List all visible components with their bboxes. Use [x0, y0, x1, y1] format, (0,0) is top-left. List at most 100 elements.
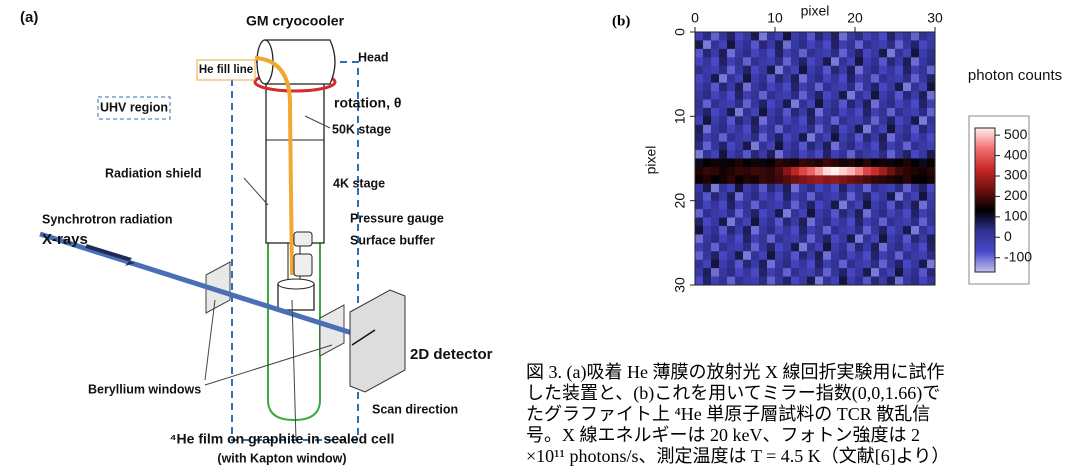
heatmap-cell: [919, 83, 927, 92]
heatmap-cell: [711, 49, 719, 58]
heatmap-cell: [727, 91, 735, 100]
heatmap-cell: [815, 108, 823, 117]
heatmap-cell: [855, 133, 863, 142]
heatmap-cell: [887, 226, 895, 235]
heatmap-cell: [847, 184, 855, 193]
heatmap-cell: [695, 99, 703, 108]
heatmap-cell: [847, 218, 855, 227]
heatmap-cell: [791, 49, 799, 58]
heatmap-cell: [791, 150, 799, 159]
heatmap-cell: [775, 32, 783, 41]
heatmap-cell: [695, 175, 703, 184]
heatmap-cell: [783, 91, 791, 100]
heatmap-cell: [839, 116, 847, 125]
heatmap-cell: [735, 218, 743, 227]
heatmap-cell: [871, 150, 879, 159]
heatmap-cell: [695, 184, 703, 193]
heatmap-cell: [919, 32, 927, 41]
heatmap-cell: [815, 116, 823, 125]
heatmap-cell: [751, 218, 759, 227]
heatmap-cell: [743, 40, 751, 49]
heatmap-cell: [695, 116, 703, 125]
heatmap-cell: [711, 218, 719, 227]
heatmap-cell: [767, 142, 775, 151]
heatmap-cell: [775, 184, 783, 193]
heatmap-cell: [735, 277, 743, 286]
heatmap-cell: [783, 260, 791, 269]
heatmap-cell: [895, 142, 903, 151]
heatmap-cell: [791, 125, 799, 134]
heatmap-cell: [927, 150, 935, 159]
heatmap-cell: [887, 184, 895, 193]
heatmap-cell: [711, 125, 719, 134]
heatmap-cell: [727, 125, 735, 134]
heatmap-cell: [903, 268, 911, 277]
heatmap-cell: [847, 74, 855, 83]
heatmap-cell: [911, 209, 919, 218]
heatmap-cell: [887, 99, 895, 108]
heatmap-cell: [767, 226, 775, 235]
heatmap-cell: [847, 201, 855, 210]
heatmap-cell: [839, 49, 847, 58]
heatmap-cell: [751, 226, 759, 235]
heatmap-cell: [767, 32, 775, 41]
heatmap-cell: [719, 218, 727, 227]
heatmap-cell: [703, 99, 711, 108]
panel-label: (a): [20, 9, 38, 26]
heatmap-cell: [767, 192, 775, 201]
heatmap-cell: [919, 66, 927, 75]
heatmap-cell: [871, 74, 879, 83]
heatmap-cell: [911, 167, 919, 176]
heatmap-cell: [919, 175, 927, 184]
heatmap-cell: [839, 91, 847, 100]
heatmap-cell: [879, 57, 887, 66]
heatmap-cell: [791, 277, 799, 286]
heatmap-cell: [719, 209, 727, 218]
heatmap-cell: [831, 192, 839, 201]
heatmap-cell: [703, 209, 711, 218]
heatmap-cell: [919, 226, 927, 235]
heatmap-cell: [879, 91, 887, 100]
heatmap-cell: [831, 74, 839, 83]
heatmap-cell: [751, 268, 759, 277]
heatmap-cell: [695, 32, 703, 41]
label: He fill line: [199, 64, 253, 76]
figure: (a) GM cryocooler Head He fill line UHV …: [0, 0, 1075, 470]
heatmap-cell: [879, 125, 887, 134]
heatmap-cell: [759, 218, 767, 227]
heatmap-cell: [759, 201, 767, 210]
heatmap-cell: [847, 175, 855, 184]
heatmap-cell: [919, 108, 927, 117]
heatmap-cell: [823, 243, 831, 252]
heatmap-cell: [871, 40, 879, 49]
heatmap-cell: [759, 133, 767, 142]
heatmap-cell: [919, 49, 927, 58]
heatmap-cell: [831, 125, 839, 134]
heatmap-cell: [895, 260, 903, 269]
heatmap-cell: [799, 201, 807, 210]
heatmap-cell: [695, 159, 703, 168]
heatmap-cell: [775, 49, 783, 58]
y-axis-label: pixel: [643, 146, 659, 175]
heatmap-cell: [799, 108, 807, 117]
heatmap-cell: [847, 277, 855, 286]
heatmap-cell: [743, 234, 751, 243]
heatmap-cell: [799, 32, 807, 41]
heatmap-cell: [695, 91, 703, 100]
heatmap-cell: [791, 268, 799, 277]
heatmap-cell: [727, 133, 735, 142]
caption-line: 図 3. (a)吸着 He 薄膜の放射光 X 線回折実験用に試作: [526, 362, 1075, 383]
heatmap-cell: [839, 260, 847, 269]
heatmap-cell: [927, 133, 935, 142]
heatmap-cell: [815, 167, 823, 176]
heatmap-cell: [767, 74, 775, 83]
heatmap-cell: [727, 108, 735, 117]
heatmap-cell: [855, 218, 863, 227]
heatmap-cell: [815, 83, 823, 92]
heatmap-cell: [863, 49, 871, 58]
heatmap-cell: [727, 260, 735, 269]
heatmap-cell: [823, 226, 831, 235]
heatmap-cell: [759, 99, 767, 108]
heatmap-cell: [871, 260, 879, 269]
heatmap-cell: [743, 150, 751, 159]
